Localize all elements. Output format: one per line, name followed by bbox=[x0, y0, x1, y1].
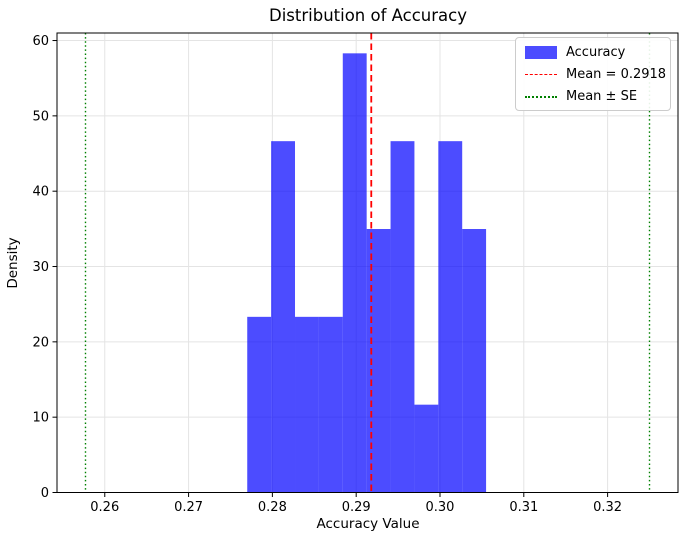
y-axis-label: Density bbox=[5, 237, 21, 288]
plot-border bbox=[56, 32, 679, 493]
histogram-bar bbox=[271, 141, 296, 493]
legend-item-mean: Mean = 0.2918 bbox=[525, 67, 666, 82]
x-tick-label: 0.30 bbox=[426, 500, 455, 515]
legend-label: Mean = 0.2918 bbox=[566, 67, 667, 82]
mean-dashed-line-icon bbox=[525, 74, 557, 75]
x-tick-label: 0.26 bbox=[90, 500, 119, 515]
legend-item-se: Mean ± SE bbox=[525, 89, 661, 104]
y-tick-label: 0 bbox=[41, 486, 49, 501]
y-tick-label: 40 bbox=[32, 185, 49, 200]
x-tick-label: 0.29 bbox=[342, 500, 371, 515]
reference-lines bbox=[84, 33, 651, 493]
x-tick-label: 0.31 bbox=[509, 500, 538, 515]
legend-label: Accuracy bbox=[566, 45, 626, 60]
accuracy-patch-icon bbox=[525, 46, 557, 59]
histogram-bar bbox=[366, 229, 391, 493]
x-tick-label: 0.32 bbox=[593, 500, 622, 515]
y-tick-label: 60 bbox=[32, 34, 49, 49]
y-tick-label: 50 bbox=[32, 109, 49, 124]
y-tick-label: 20 bbox=[32, 335, 49, 350]
x-tick-label: 0.28 bbox=[258, 500, 287, 515]
x-axis-label: Accuracy Value bbox=[317, 516, 420, 532]
histogram-bar bbox=[342, 53, 367, 493]
histogram-bar bbox=[390, 141, 415, 493]
legend-label: Mean ± SE bbox=[566, 89, 638, 104]
tick-marks-and-labels: 0.26 0.27 0.28 0.29 0.30 0.31 0.32 0 10 20 30 40 50 6… bbox=[32, 34, 622, 515]
legend-item-accuracy: Accuracy bbox=[525, 45, 661, 60]
axes-spines bbox=[56, 32, 679, 493]
histogram-bar bbox=[318, 316, 343, 493]
histogram-bar bbox=[414, 404, 439, 493]
histogram-bars bbox=[247, 53, 487, 493]
y-tick-label: 10 bbox=[32, 411, 49, 426]
histogram-bar bbox=[462, 229, 487, 493]
histogram-bar bbox=[438, 141, 463, 493]
chart-title: Distribution of Accuracy bbox=[269, 6, 467, 25]
y-tick-label: 30 bbox=[32, 260, 49, 275]
histogram-bar bbox=[247, 316, 272, 493]
se-dotted-line-icon bbox=[525, 95, 557, 98]
legend: Accuracy Mean = 0.2918 Mean ± SE bbox=[515, 37, 671, 111]
histogram-bar bbox=[295, 316, 319, 493]
x-tick-label: 0.27 bbox=[174, 500, 203, 515]
